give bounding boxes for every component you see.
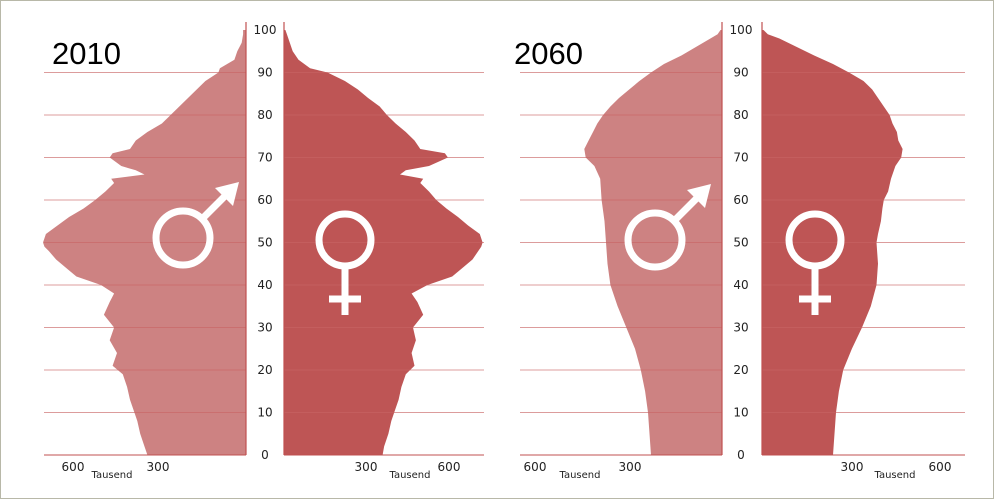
age-tick-label-80: 80 [733,108,748,122]
age-tick-label-90: 90 [257,66,272,80]
age-tick-label-20: 20 [733,363,748,377]
chart-title: 2010 [52,36,121,71]
female-symbol-icon [785,210,845,315]
age-tick-label-40: 40 [257,278,272,292]
age-tick-label-80: 80 [257,108,272,122]
age-tick-label-100: 100 [730,23,753,37]
pyramid-panel-2060: 2060 0 10 20 30 40 50 60 70 80 90 100 600 300 300 600 Ta… [514,22,965,481]
age-tick-label-70: 70 [257,151,272,165]
male-symbol-icon [152,182,239,269]
x-tick-label-3: 600 [929,460,952,474]
age-tick-label-50: 50 [257,236,272,250]
age-tick-label-0: 0 [261,448,269,462]
x-unit-label-male: Tausend [559,470,601,481]
age-tick-label-60: 60 [733,193,748,207]
x-unit-label-female: Tausend [874,470,916,481]
age-tick-label-100: 100 [254,23,277,37]
age-tick-label-10: 10 [257,406,272,420]
male-symbol-circle [152,207,214,269]
x-tick-label-1: 300 [619,460,642,474]
x-tick-label-1: 300 [147,460,170,474]
chart-title: 2060 [514,36,583,71]
age-tick-label-30: 30 [257,321,272,335]
age-tick-label-30: 30 [733,321,748,335]
male-symbol-circle [624,209,686,271]
x-tick-label-0: 600 [62,460,85,474]
male-symbol-arrowhead [215,182,239,206]
pyramid-panel-2010: 2010 0 10 20 30 40 50 60 70 80 90 100 600 300 300 600 Ta… [43,22,484,481]
x-tick-label-2: 300 [355,460,378,474]
female-symbol-icon [315,210,375,315]
male-symbol-icon [624,184,711,271]
age-tick-label-50: 50 [733,236,748,250]
x-tick-label-3: 600 [438,460,461,474]
age-tick-label-40: 40 [733,278,748,292]
age-tick-label-20: 20 [257,363,272,377]
age-tick-label-90: 90 [733,66,748,80]
age-tick-label-0: 0 [737,448,745,462]
age-tick-label-70: 70 [733,151,748,165]
x-unit-label-male: Tausend [91,470,133,481]
x-tick-label-2: 300 [841,460,864,474]
x-tick-label-0: 600 [524,460,547,474]
x-unit-label-female: Tausend [389,470,431,481]
age-tick-label-60: 60 [257,193,272,207]
age-tick-label-10: 10 [733,406,748,420]
male-symbol-arrowhead [687,184,711,208]
